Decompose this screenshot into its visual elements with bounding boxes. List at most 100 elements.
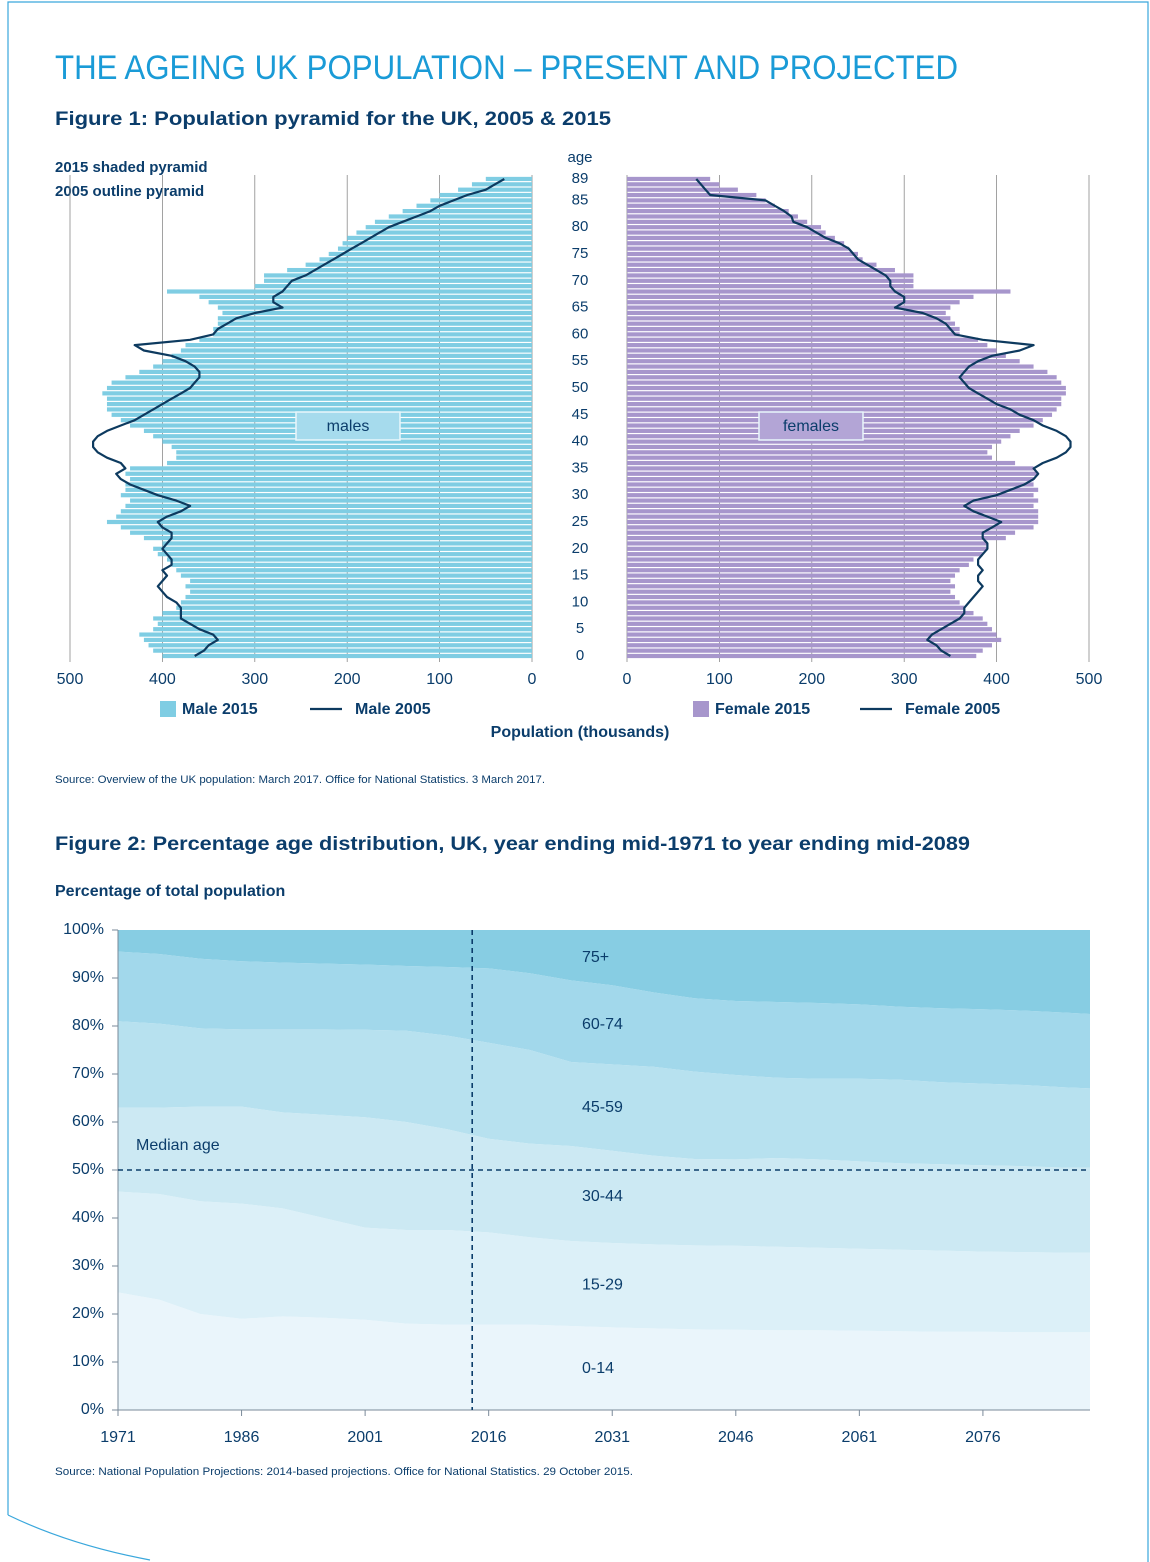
bar: [157, 552, 532, 557]
bar: [627, 487, 1039, 492]
bar: [627, 273, 914, 278]
bar: [627, 525, 1034, 530]
bar: [627, 251, 858, 257]
bar: [153, 616, 532, 621]
bar: [116, 514, 532, 519]
bar: [627, 343, 988, 348]
x-tick-label: 2031: [594, 1429, 630, 1446]
bar: [106, 519, 533, 525]
note: 2005 outline pyramid: [55, 183, 204, 200]
bar: [627, 573, 956, 578]
x-tick-label: 400: [983, 671, 1010, 688]
bar: [153, 364, 532, 369]
y-tick-label: 60%: [72, 1113, 104, 1130]
bar: [627, 257, 863, 262]
bar: [627, 535, 1006, 541]
bar: [167, 289, 532, 294]
bar: [167, 460, 532, 466]
bar: [185, 584, 532, 589]
age-tick-label: 20: [572, 540, 589, 557]
line: [91, 178, 505, 657]
bar: [208, 300, 532, 305]
bar: [162, 439, 532, 444]
bar: [319, 257, 532, 262]
area: [118, 1292, 1090, 1410]
bar: [111, 380, 532, 385]
bar: [627, 332, 960, 337]
bar: [199, 294, 533, 299]
bar: [130, 477, 532, 482]
y-tick-label: 0%: [81, 1401, 104, 1418]
bar: [627, 627, 992, 632]
age-tick-label: 85: [572, 191, 589, 208]
bar: [162, 359, 532, 364]
bar: [485, 176, 532, 182]
bar: [125, 471, 532, 476]
x-tick-label: 0: [528, 671, 537, 688]
bar: [627, 541, 988, 546]
note: 2015 shaded pyramid: [55, 159, 208, 176]
x-tick-label: 300: [891, 671, 918, 688]
bar: [627, 466, 1034, 471]
legend-label: Female 2005: [905, 701, 1000, 718]
bar: [627, 278, 914, 283]
bar: [627, 176, 711, 182]
bar: [627, 578, 951, 584]
area: [118, 1191, 1090, 1333]
x-tick-label: 200: [798, 671, 825, 688]
bar: [627, 637, 1002, 643]
y-tick-label: 40%: [72, 1209, 104, 1226]
series-label: 45-59: [582, 1099, 623, 1116]
bar: [162, 653, 532, 659]
bar: [143, 637, 533, 643]
series-label: 15-29: [582, 1276, 623, 1293]
bar: [120, 525, 532, 530]
age-tick-label: 45: [572, 406, 589, 423]
bar: [106, 401, 533, 407]
y-tick-label: 90%: [72, 969, 104, 986]
x-tick-label: 300: [241, 671, 268, 688]
y-tick-label: 80%: [72, 1017, 104, 1034]
bar: [627, 519, 1039, 525]
bar: [148, 643, 533, 648]
y-tick-label: 100%: [63, 921, 104, 938]
y-tick-label: 20%: [72, 1305, 104, 1322]
bar: [627, 477, 1034, 482]
age-tick-label: 35: [572, 459, 589, 476]
bar: [627, 294, 974, 299]
bar: [627, 219, 808, 224]
bar: [374, 219, 532, 224]
bar: [120, 509, 532, 514]
bar: [627, 230, 826, 235]
bar: [305, 262, 532, 267]
bar: [627, 348, 997, 353]
bar: [627, 611, 974, 616]
y-tick-label: 50%: [72, 1161, 104, 1178]
bar: [458, 187, 532, 192]
bar: [217, 321, 532, 326]
bar: [627, 326, 960, 332]
bar: [264, 273, 532, 278]
bar: [627, 546, 988, 551]
bar: [627, 391, 1066, 396]
frame-curve: [7, 1514, 151, 1561]
bar: [213, 332, 532, 337]
bar: [627, 643, 992, 648]
bar: [627, 552, 983, 557]
x-tick-label: 1986: [224, 1429, 260, 1446]
bar: [627, 439, 1002, 444]
x-tick-label: 500: [1076, 671, 1103, 688]
bar: [439, 192, 532, 198]
bar: [627, 385, 1066, 391]
series-label: 60-74: [582, 1016, 623, 1033]
bar: [627, 337, 979, 342]
bar: [217, 305, 532, 310]
bar: [627, 353, 1006, 358]
bar: [627, 514, 1039, 519]
y-axis-label: Percentage of total population: [55, 883, 285, 900]
bar: [627, 653, 977, 659]
bar: [627, 584, 956, 589]
bar: [627, 401, 1062, 407]
bar: [153, 648, 532, 653]
